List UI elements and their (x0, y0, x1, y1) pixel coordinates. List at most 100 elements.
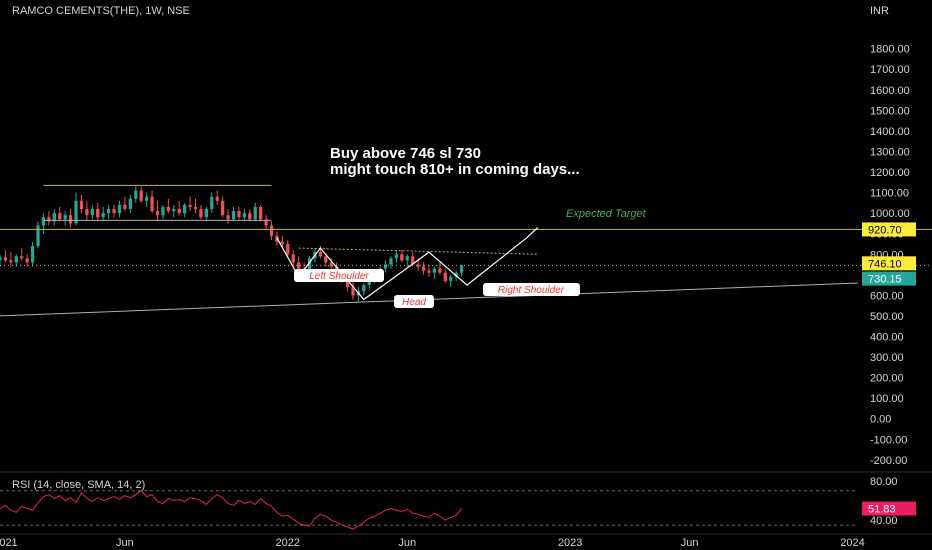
candle (123, 196, 127, 212)
x-tick-label: 2021 (0, 537, 18, 549)
candle (58, 206, 62, 222)
rsi-tick-label: 80.00 (870, 476, 898, 488)
chart-background (0, 471, 932, 535)
candle (101, 206, 105, 222)
candle (438, 262, 442, 275)
y-tick-label: 1500.00 (870, 105, 910, 117)
candle (259, 204, 263, 222)
candle (47, 211, 51, 226)
y-tick-label: 600.00 (870, 290, 904, 302)
candle (389, 256, 393, 269)
candle (52, 209, 56, 226)
expected-target-label: Expected Target (566, 208, 647, 220)
x-tick-label: 2024 (840, 537, 864, 549)
candle (139, 186, 143, 203)
candle (112, 204, 116, 218)
candle (3, 250, 8, 263)
y-tick-label: 1400.00 (870, 126, 910, 138)
candle (215, 190, 219, 205)
right-shoulder-label: Right Shoulder (483, 283, 580, 296)
candle (449, 274, 453, 288)
candle (226, 209, 230, 224)
candle (14, 254, 18, 267)
candle (242, 209, 246, 222)
candle (79, 194, 84, 214)
x-tick-label: Jun (116, 537, 134, 549)
candle (231, 206, 236, 222)
candle (443, 268, 447, 284)
x-tick-label: Jun (681, 537, 699, 549)
candle (144, 192, 149, 207)
candle (25, 254, 29, 267)
y-tick-label: 400.00 (870, 331, 904, 343)
price-axis[interactable]: 1800.00 1700.00 1600.00 1500.00 1400.00 1300.… (870, 44, 910, 467)
candle (324, 254, 328, 267)
candle (63, 211, 67, 226)
candle (291, 250, 295, 267)
drawings-layer (0, 184, 932, 317)
candle (85, 200, 89, 222)
candle (183, 202, 187, 218)
candle (459, 264, 464, 277)
y-tick-label: 200.00 (870, 373, 904, 385)
y-tick-label: -100.00 (870, 434, 907, 446)
x-tick-label: 2022 (276, 537, 300, 549)
x-tick-label: 2023 (558, 537, 582, 549)
candle (172, 204, 176, 218)
candle (188, 196, 192, 212)
candle (394, 250, 399, 263)
currency-label: INR (870, 5, 889, 17)
candle (161, 204, 165, 220)
y-tick-label: 100.00 (870, 393, 904, 405)
candles-layer (0, 186, 464, 302)
y-tick-label: 1700.00 (870, 64, 910, 76)
y-tick-label: 500.00 (870, 311, 904, 323)
candle (128, 194, 132, 214)
buy-price-tag-text: 746.10 (868, 258, 902, 270)
candle (96, 202, 100, 222)
neckline (298, 247, 538, 255)
y-tick-label: 1300.00 (870, 146, 910, 158)
candle (210, 192, 214, 214)
candle (432, 266, 437, 279)
candle (9, 252, 13, 267)
candle (134, 186, 138, 203)
target-price-tag: 920.70 (862, 222, 916, 237)
candle (199, 204, 203, 220)
left-shoulder-text: Left Shoulder (309, 271, 369, 282)
candle (248, 209, 252, 222)
y-tick-label: -200.00 (870, 455, 907, 467)
y-tick-label: 1200.00 (870, 167, 910, 179)
y-tick-label: 1600.00 (870, 85, 910, 97)
y-tick-label: 1100.00 (870, 188, 909, 200)
time-axis[interactable]: 2021 Jun 2022 Jun 2023 Jun 2024 (0, 537, 865, 549)
y-tick-label: 0.00 (870, 414, 891, 426)
candle (30, 241, 35, 267)
rsi-label: RSI (14, close, SMA, 14, 2) (12, 479, 145, 491)
y-tick-label: 1000.00 (870, 208, 910, 220)
candle (427, 264, 431, 277)
head-label: Head (394, 295, 434, 308)
left-shoulder-label: Left Shoulder (294, 269, 384, 282)
candle (90, 204, 94, 220)
annotation-line-1: Buy above 746 sl 730 (330, 145, 481, 162)
candle (383, 260, 388, 273)
rsi-value-tag: 51.83 (862, 501, 916, 516)
head-text: Head (402, 297, 426, 308)
candle (41, 213, 46, 234)
candle (20, 248, 24, 261)
candle (150, 190, 154, 214)
rsi-value-tag-text: 51.83 (868, 504, 896, 516)
x-tick-label: Jun (398, 537, 416, 549)
candle (405, 254, 409, 267)
chart-title: RAMCO CEMENTS(THE), 1W, NSE (12, 5, 190, 17)
candle (36, 221, 40, 249)
candle (286, 239, 290, 257)
candle (106, 204, 111, 220)
candle (221, 196, 225, 218)
rsi-tick-label: 40.00 (870, 515, 898, 527)
target-price-tag-text: 920.70 (868, 224, 902, 236)
buy-price-tag: 746.10 (862, 256, 916, 271)
candle (400, 250, 404, 263)
